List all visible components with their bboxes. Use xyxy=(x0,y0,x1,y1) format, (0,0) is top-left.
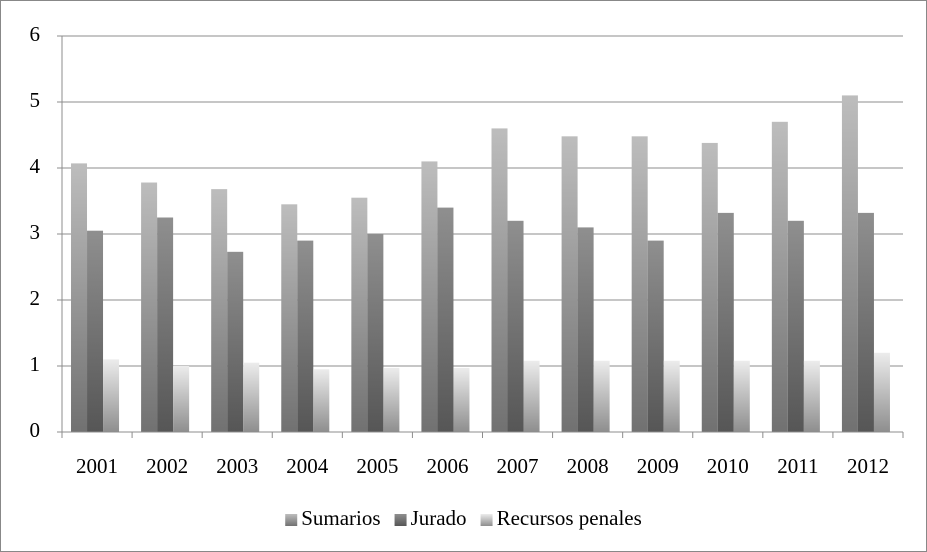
bar xyxy=(523,360,540,432)
x-tick-label: 2005 xyxy=(356,454,398,478)
bar xyxy=(383,367,400,432)
legend: Sumarios Jurado Recursos penales xyxy=(285,506,642,530)
y-tick-label: 5 xyxy=(30,88,41,112)
x-tick-label: 2001 xyxy=(76,454,118,478)
bar xyxy=(647,240,664,432)
bar xyxy=(297,240,314,432)
bar xyxy=(857,212,874,432)
bar xyxy=(771,121,788,433)
x-tick-label: 2003 xyxy=(216,454,258,478)
bar xyxy=(873,352,890,432)
y-tick-label: 4 xyxy=(30,154,41,178)
x-tick-label: 2008 xyxy=(567,454,609,478)
legend-label: Sumarios xyxy=(301,506,380,530)
bar xyxy=(87,230,104,432)
legend-swatch xyxy=(480,514,493,526)
bar xyxy=(841,95,858,433)
bar xyxy=(71,163,88,432)
bar xyxy=(211,189,228,432)
bar xyxy=(803,360,820,432)
y-tick-label: 2 xyxy=(30,286,41,310)
bar xyxy=(313,369,330,432)
legend-label: Jurado xyxy=(411,506,467,530)
bar xyxy=(281,204,298,432)
bar xyxy=(733,360,750,432)
bar xyxy=(173,366,190,432)
bar xyxy=(421,161,438,432)
bar xyxy=(243,362,260,432)
x-tick-label: 2012 xyxy=(847,454,889,478)
bar xyxy=(103,359,120,432)
bar xyxy=(717,212,734,432)
y-tick-label: 1 xyxy=(30,352,41,376)
bar xyxy=(141,182,158,432)
bar xyxy=(367,234,384,432)
bar xyxy=(701,142,718,433)
bar xyxy=(437,207,454,432)
y-tick-label: 0 xyxy=(30,418,41,442)
x-tick-label: 2011 xyxy=(777,454,818,478)
bar xyxy=(577,227,594,432)
bar xyxy=(157,217,174,432)
bar xyxy=(351,197,368,432)
bar xyxy=(227,251,244,432)
bar xyxy=(507,220,524,432)
bar xyxy=(561,136,578,432)
y-tick-label: 6 xyxy=(30,22,41,46)
x-tick-label: 2002 xyxy=(146,454,188,478)
bar xyxy=(787,220,804,432)
bar xyxy=(593,360,610,432)
bar xyxy=(491,128,508,432)
bar xyxy=(631,136,648,432)
legend-swatch xyxy=(285,514,298,526)
x-tick-label: 2006 xyxy=(426,454,468,478)
x-tick-label: 2004 xyxy=(286,454,329,478)
legend-label: Recursos penales xyxy=(497,506,642,530)
legend-swatch xyxy=(394,514,407,526)
x-tick-label: 2010 xyxy=(707,454,749,478)
x-tick-label: 2009 xyxy=(637,454,679,478)
y-tick-label: 3 xyxy=(30,220,41,244)
bar xyxy=(663,360,680,432)
x-tick-label: 2007 xyxy=(497,454,539,478)
bar xyxy=(453,367,470,432)
